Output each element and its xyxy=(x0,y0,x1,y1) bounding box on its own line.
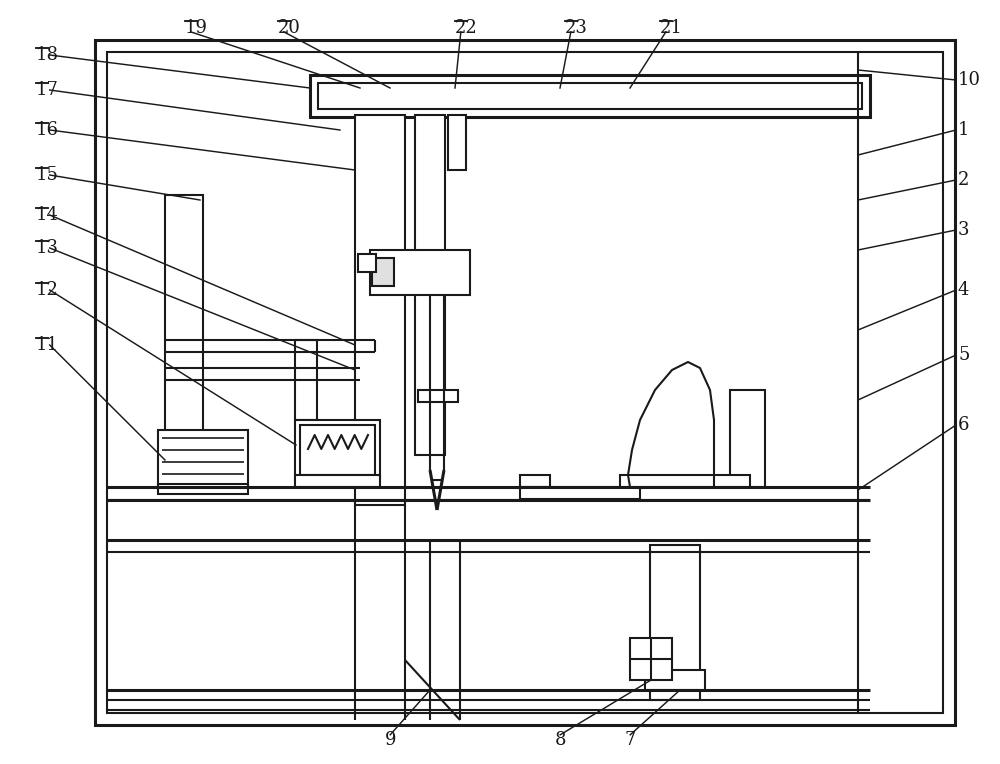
Bar xyxy=(158,430,248,488)
Bar xyxy=(520,475,550,487)
Bar xyxy=(520,487,640,499)
Bar xyxy=(300,425,375,475)
Text: 3: 3 xyxy=(958,221,970,239)
Bar xyxy=(355,115,405,505)
Bar xyxy=(107,52,943,713)
Text: 18: 18 xyxy=(36,46,59,64)
Text: 22: 22 xyxy=(455,19,478,37)
Bar xyxy=(650,545,700,700)
Bar xyxy=(295,420,380,480)
Text: 19: 19 xyxy=(185,19,208,37)
Text: 9: 9 xyxy=(385,731,396,749)
Text: 13: 13 xyxy=(36,239,59,257)
Bar xyxy=(295,475,380,487)
Text: 20: 20 xyxy=(278,19,301,37)
Bar xyxy=(415,115,445,455)
Text: 17: 17 xyxy=(36,81,59,99)
Text: 4: 4 xyxy=(958,281,969,299)
Text: 21: 21 xyxy=(660,19,683,37)
Bar xyxy=(372,258,394,286)
Text: 7: 7 xyxy=(625,731,636,749)
Text: 2: 2 xyxy=(958,171,969,189)
Bar xyxy=(318,83,862,109)
Text: 12: 12 xyxy=(36,281,59,299)
Text: 14: 14 xyxy=(36,206,59,224)
Bar xyxy=(295,340,317,420)
Bar xyxy=(158,484,248,494)
Bar xyxy=(310,75,870,117)
Bar xyxy=(165,195,203,475)
Bar xyxy=(630,638,672,680)
Text: 15: 15 xyxy=(36,166,59,184)
Text: 10: 10 xyxy=(958,71,981,89)
Text: 16: 16 xyxy=(36,121,59,139)
Bar xyxy=(95,40,955,725)
Text: 1: 1 xyxy=(958,121,970,139)
Bar xyxy=(370,250,470,295)
Text: 8: 8 xyxy=(555,731,566,749)
Bar xyxy=(620,475,750,487)
Text: 5: 5 xyxy=(958,346,969,364)
Bar xyxy=(448,115,466,170)
Bar xyxy=(730,390,765,487)
Text: 23: 23 xyxy=(565,19,588,37)
Bar xyxy=(358,254,376,272)
Bar xyxy=(418,390,458,402)
Bar xyxy=(645,670,705,690)
Text: 6: 6 xyxy=(958,416,970,434)
Text: 11: 11 xyxy=(36,336,59,354)
